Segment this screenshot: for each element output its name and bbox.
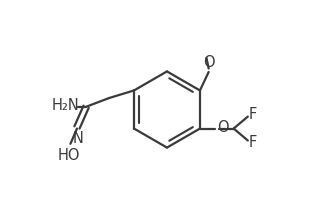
Text: N: N bbox=[73, 131, 83, 146]
Text: O: O bbox=[203, 55, 215, 70]
Text: H₂N: H₂N bbox=[51, 98, 79, 113]
Text: HO: HO bbox=[58, 148, 81, 163]
Text: F: F bbox=[249, 135, 257, 150]
Text: F: F bbox=[249, 107, 257, 122]
Text: O: O bbox=[217, 120, 228, 135]
